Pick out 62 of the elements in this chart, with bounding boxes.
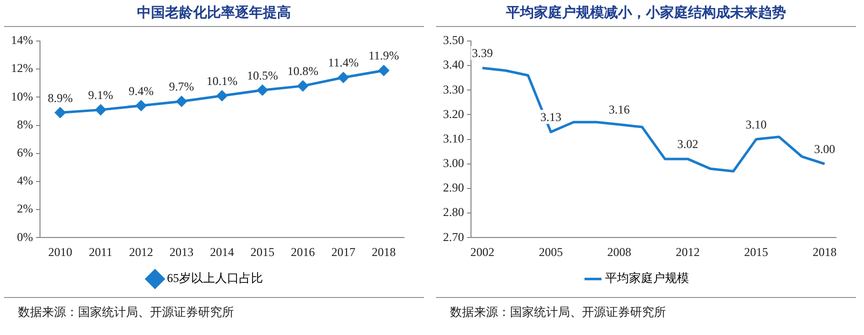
data-label: 3.16 bbox=[608, 102, 630, 117]
point bbox=[216, 90, 228, 102]
point bbox=[176, 96, 187, 107]
point bbox=[54, 107, 66, 118]
y-tick-label: 2.70 bbox=[443, 230, 464, 244]
y-tick-label: 3.40 bbox=[443, 58, 464, 72]
data-label: 3.10 bbox=[746, 117, 767, 132]
x-tick-label: 2008 bbox=[607, 244, 632, 259]
x-tick-label: 2014 bbox=[210, 244, 234, 259]
point bbox=[136, 100, 146, 111]
data-label: 9.7% bbox=[169, 80, 194, 94]
y-tick-label: 0% bbox=[16, 230, 33, 244]
x-tick-label: 2013 bbox=[170, 244, 194, 259]
source-note: 数据来源：国家统计局、开源证券研究所 bbox=[436, 297, 856, 321]
data-label: 3.39 bbox=[472, 46, 493, 60]
x-tick-label: 2015 bbox=[744, 244, 768, 259]
x-tick-label: 2012 bbox=[676, 244, 700, 259]
y-tick-label: 3.50 bbox=[443, 33, 464, 48]
x-tick-label: 2005 bbox=[538, 244, 563, 259]
x-tick-label: 2010 bbox=[48, 244, 72, 259]
legend-label: 平均家庭户规模 bbox=[605, 271, 689, 286]
data-label: 10.1% bbox=[206, 74, 238, 88]
y-tick-label: 3.20 bbox=[443, 106, 464, 121]
y-tick-label: 8% bbox=[16, 117, 33, 132]
data-label: 9.1% bbox=[88, 88, 114, 102]
data-label: 9.4% bbox=[128, 84, 154, 98]
data-label: 10.8% bbox=[287, 64, 318, 78]
chart-title: 平均家庭户规模减小，小家庭结构成未来趋势 bbox=[436, 2, 856, 27]
data-label: 8.9% bbox=[48, 90, 73, 105]
x-tick-label: 2018 bbox=[812, 244, 837, 259]
point bbox=[95, 104, 106, 116]
chart-title: 中国老龄化比率逐年提高 bbox=[4, 2, 424, 27]
data-label: 10.5% bbox=[246, 68, 278, 82]
legend-label: 65岁以上人口占比 bbox=[167, 271, 263, 286]
x-tick-label: 2002 bbox=[470, 244, 494, 259]
y-tick-label: 2% bbox=[16, 202, 33, 216]
x-tick-label: 2012 bbox=[129, 244, 154, 259]
y-tick-label: 14% bbox=[10, 33, 33, 48]
y-tick-label: 3.10 bbox=[443, 131, 464, 146]
y-tick-label: 4% bbox=[16, 174, 33, 188]
x-tick-label: 2018 bbox=[372, 244, 396, 259]
data-label: 11.9% bbox=[368, 48, 400, 63]
y-tick-label: 2.90 bbox=[443, 180, 464, 195]
data-label: 3.00 bbox=[814, 142, 836, 156]
x-tick-label: 2016 bbox=[290, 244, 315, 259]
source-note: 数据来源：国家统计局、开源证券研究所 bbox=[4, 297, 424, 321]
x-tick-label: 2015 bbox=[250, 244, 274, 259]
y-tick-label: 10% bbox=[10, 89, 33, 104]
data-label: 3.02 bbox=[677, 137, 698, 152]
y-tick-label: 3.00 bbox=[443, 156, 464, 170]
x-tick-label: 2011 bbox=[88, 244, 112, 259]
y-tick-label: 6% bbox=[16, 146, 33, 160]
point bbox=[298, 80, 308, 92]
y-tick-label: 12% bbox=[10, 61, 33, 76]
data-label: 3.13 bbox=[540, 110, 562, 124]
point bbox=[378, 65, 390, 76]
y-tick-label: 2.80 bbox=[443, 205, 464, 220]
data-label: 11.4% bbox=[328, 56, 359, 70]
x-tick-label: 2017 bbox=[331, 244, 356, 259]
point bbox=[338, 72, 349, 83]
point bbox=[257, 84, 268, 96]
y-tick-label: 3.30 bbox=[443, 82, 464, 96]
